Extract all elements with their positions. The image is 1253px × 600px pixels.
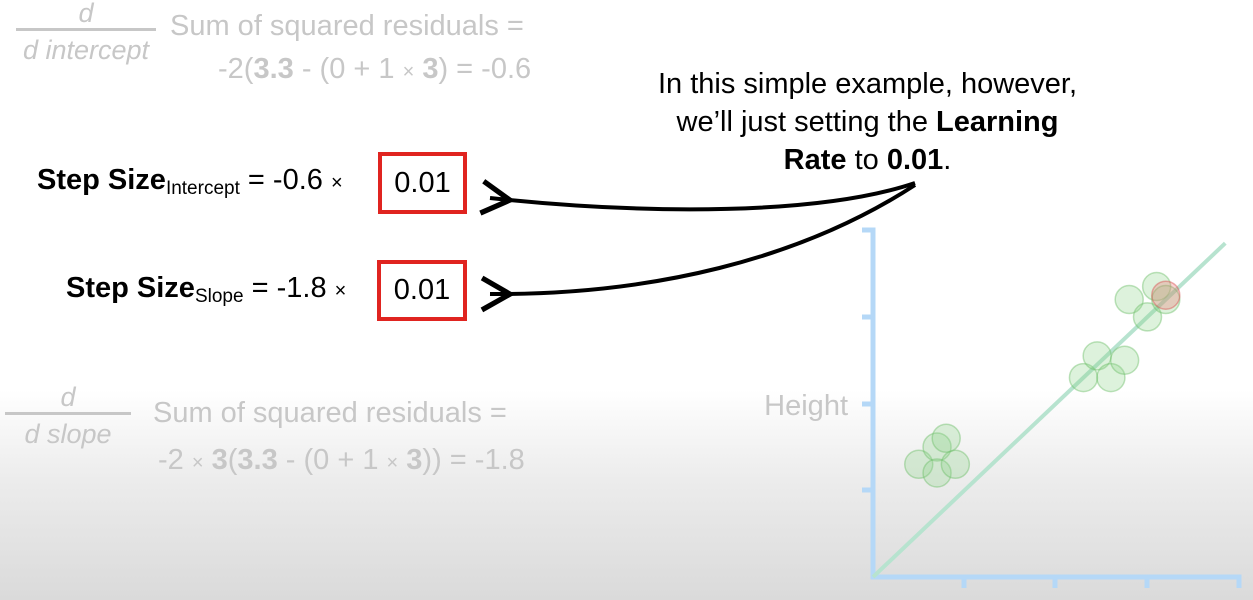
data-point xyxy=(1114,284,1144,315)
data-point xyxy=(1151,284,1181,315)
arrow-to-intercept-rate xyxy=(490,183,916,209)
step-size-intercept: Step SizeIntercept = -0.6 × xyxy=(37,164,343,199)
data-point xyxy=(1141,271,1172,302)
bottom-formula-line1: Sum of squared residuals = xyxy=(153,397,507,429)
data-point xyxy=(940,449,971,480)
data-point xyxy=(1109,345,1140,375)
data-point xyxy=(904,449,934,480)
fraction-numerator: d xyxy=(78,0,94,28)
top-formula-line1: Sum of squared residuals = xyxy=(170,10,524,42)
fraction-d-slope: d d slope xyxy=(4,384,132,449)
data-point xyxy=(931,423,961,454)
fit-line xyxy=(871,241,1227,579)
fraction-d-intercept: d d intercept xyxy=(6,0,166,65)
y-axis-label: Height xyxy=(764,390,848,422)
note-line-2: we’ll just setting the Learning xyxy=(676,106,1059,138)
data-point xyxy=(1132,302,1163,332)
learning-rate-box-slope: 0.01 xyxy=(377,260,467,321)
step-size-slope: Step SizeSlope = -1.8 × xyxy=(66,272,347,307)
note-line-3: Rate to 0.01. xyxy=(783,144,952,176)
fraction-numerator: d xyxy=(60,382,76,412)
fraction-denominator: d slope xyxy=(24,419,112,449)
data-point xyxy=(1082,341,1112,371)
data-point xyxy=(922,458,952,488)
bottom-formula-line2: -2 × 3(3.3 - (0 + 1 × 3)) = -1.8 xyxy=(158,444,525,476)
arrow-to-slope-rate xyxy=(490,183,917,294)
fit-line-group xyxy=(871,241,1227,579)
top-formula-line2: -2(3.3 - (0 + 1 × 3) = -0.6 xyxy=(218,53,532,85)
data-point xyxy=(1096,362,1126,393)
learning-rate-box-intercept: 0.01 xyxy=(378,152,467,214)
fraction-denominator: d intercept xyxy=(22,35,150,65)
data-point xyxy=(922,432,952,462)
fraction-bar xyxy=(16,28,156,31)
data-point xyxy=(1068,362,1099,393)
note-line-1: In this simple example, however, xyxy=(657,68,1078,100)
fraction-bar xyxy=(5,412,131,415)
learning-rate-note: In this simple example, however, we’ll j… xyxy=(620,65,1115,179)
highlighted-data-point xyxy=(1151,280,1181,310)
points-group xyxy=(904,271,1181,488)
